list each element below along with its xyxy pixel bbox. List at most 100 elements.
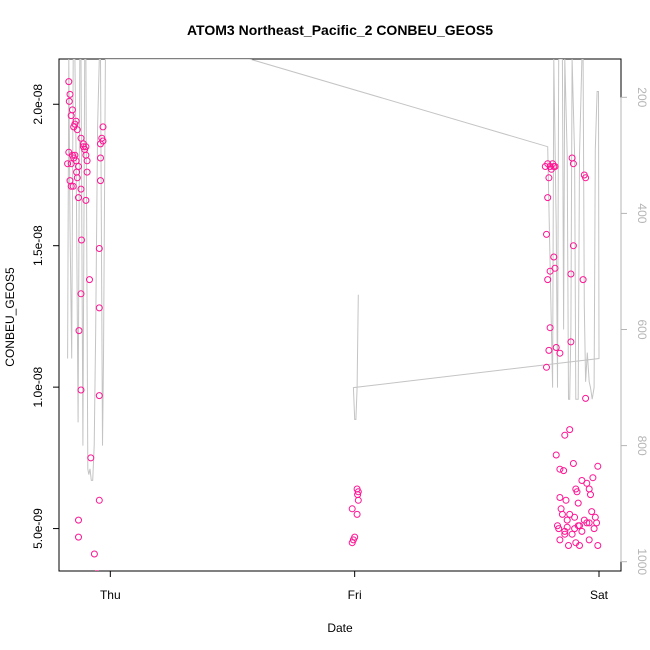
data-point (90, 550, 98, 558)
data-point (558, 510, 566, 518)
data-point (568, 530, 576, 538)
data-point (73, 126, 81, 134)
y2-tick-label: 200 (635, 87, 649, 107)
data-point (67, 112, 75, 120)
data-point (65, 97, 73, 105)
y2-tick-label: 400 (635, 203, 649, 223)
data-point (545, 346, 553, 354)
data-point (65, 78, 73, 86)
data-point (569, 160, 577, 168)
data-point (75, 327, 83, 335)
data-point (348, 539, 356, 547)
data-point (556, 465, 564, 473)
data-point (561, 431, 569, 439)
data-point (546, 267, 554, 275)
data-point (354, 488, 362, 496)
data-point (583, 479, 591, 487)
data-point (543, 230, 550, 238)
data-point (550, 253, 558, 261)
data-point (594, 542, 602, 549)
data-point (574, 499, 582, 507)
data-point (582, 394, 590, 402)
data-point (565, 542, 572, 549)
data-point (77, 386, 85, 394)
data-point (95, 304, 103, 312)
data-point (563, 523, 571, 531)
data-point (582, 174, 590, 182)
y2-tick-label: 600 (635, 319, 649, 339)
data-point (593, 519, 601, 527)
data-point (77, 134, 85, 142)
x-axis-label: Date (327, 621, 353, 635)
data-point (95, 392, 103, 400)
chart-title: ATOM3 Northeast_Pacific_2 CONBEU_GEOS5 (187, 22, 493, 38)
data-point (82, 143, 90, 151)
pressure-line (67, 59, 600, 481)
data-point (354, 496, 362, 504)
data-point (97, 177, 104, 185)
data-point (555, 525, 563, 533)
data-point (544, 276, 552, 284)
data-point (578, 527, 586, 535)
data-point (576, 542, 583, 549)
data-point (546, 324, 554, 332)
data-point (572, 485, 580, 493)
data-point (99, 123, 107, 131)
data-point (585, 519, 593, 527)
data-point (87, 454, 95, 462)
data-point (66, 90, 74, 98)
data-point (561, 530, 569, 538)
y-axis-label: CONBEU_GEOS5 (3, 267, 17, 367)
y-tick-label: 1.0e-08 (31, 366, 45, 407)
data-point (68, 106, 76, 114)
data-point (552, 344, 560, 351)
data-point (83, 157, 91, 165)
data-point (77, 185, 85, 193)
data-point (77, 290, 85, 298)
data-point (591, 513, 599, 521)
data-point (95, 496, 103, 504)
data-point (348, 505, 356, 513)
data-point (556, 536, 564, 544)
data-point (569, 460, 577, 467)
data-point (95, 574, 101, 580)
data-point (551, 163, 559, 170)
y2-tick-label: 800 (635, 436, 649, 456)
data-point (587, 491, 594, 499)
data-point (556, 349, 564, 357)
data-point (566, 426, 574, 434)
data-point (543, 363, 550, 371)
data-point (69, 182, 77, 190)
x-tick-label: Fri (348, 588, 362, 602)
data-point (583, 519, 591, 527)
data-point (585, 485, 593, 493)
data-point (94, 570, 99, 571)
axes-layer: Thu Fri Sat 5.0e-09 1.0e-08 1.5e-08 2.0e-08 200… (31, 84, 649, 602)
data-point (571, 513, 579, 521)
data-point (588, 508, 596, 516)
data-point (562, 496, 570, 504)
x-tick-label: Thu (100, 588, 121, 602)
data-point (585, 536, 593, 544)
x-tick-label: Sat (590, 588, 609, 602)
data-point (594, 462, 602, 470)
plot-frame (58, 58, 622, 572)
data-point (86, 276, 93, 284)
data-point (95, 245, 103, 252)
data-point (75, 533, 82, 541)
data-points-layer (64, 78, 602, 580)
y-tick-label: 2.0e-08 (31, 84, 45, 125)
data-point (82, 196, 90, 204)
data-point (78, 236, 85, 244)
data-point (590, 525, 598, 533)
y-tick-label: 5.0e-09 (31, 508, 45, 549)
data-point (567, 270, 575, 278)
data-point (579, 276, 587, 284)
data-point (544, 194, 552, 202)
data-point (64, 160, 72, 168)
data-point (574, 522, 582, 530)
data-point (97, 154, 104, 162)
data-point (75, 194, 82, 202)
data-point (67, 182, 75, 190)
